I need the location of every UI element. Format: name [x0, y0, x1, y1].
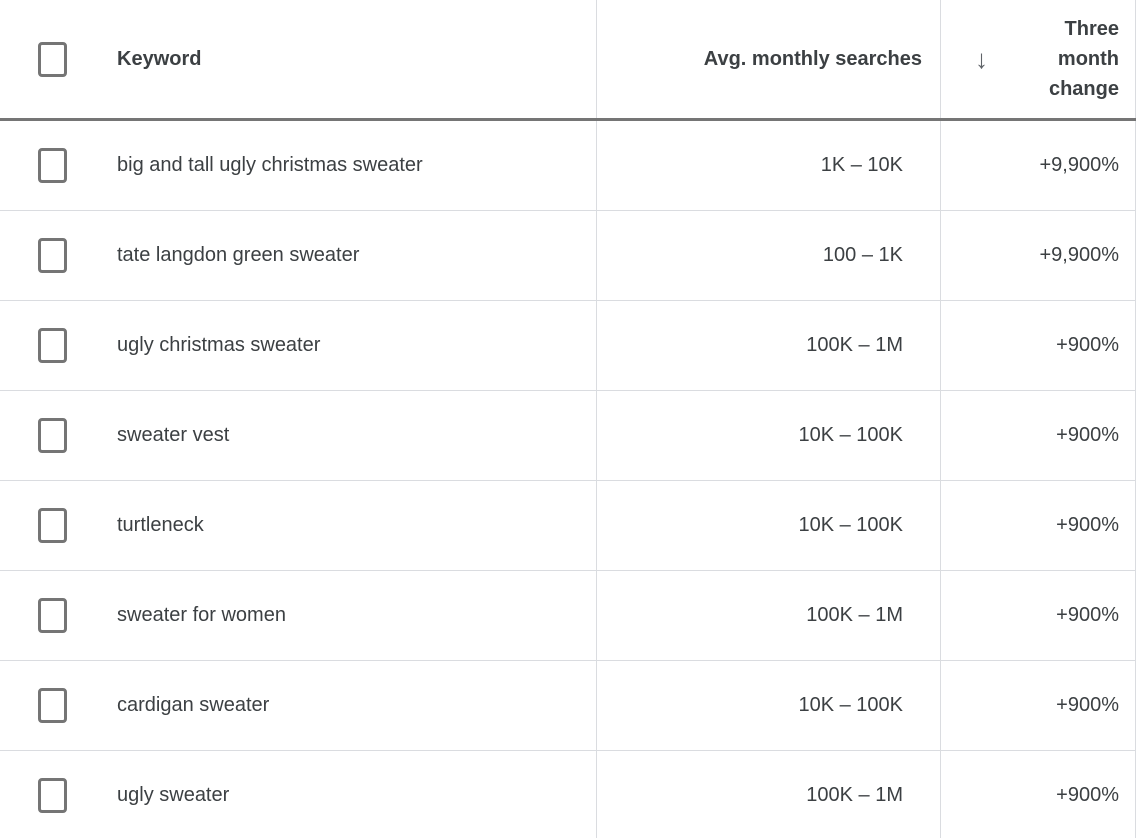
three-month-change-value: +900% [941, 661, 1136, 750]
keyword-text: tate langdon green sweater [117, 244, 360, 266]
avg-monthly-searches-value: 100K – 1M [597, 571, 941, 660]
keyword-text: turtleneck [117, 514, 204, 536]
three-month-change-value: +900% [941, 751, 1136, 838]
keyword-cell: big and tall ugly christmas sweater [0, 121, 597, 210]
three-month-change-value: +9,900% [941, 121, 1136, 210]
keyword-text: sweater for women [117, 604, 286, 626]
keyword-cell: ugly christmas sweater [0, 301, 597, 390]
table-body: big and tall ugly christmas sweater 1K –… [0, 121, 1138, 838]
three-month-change-value: +9,900% [941, 211, 1136, 300]
keyword-text: big and tall ugly christmas sweater [117, 154, 423, 176]
keyword-cell: cardigan sweater [0, 661, 597, 750]
table-header-row: Keyword Avg. monthly searches ↓ Three mo… [0, 0, 1136, 121]
table-row: sweater vest 10K – 100K +900% [0, 391, 1136, 481]
three-month-change-value: +900% [941, 391, 1136, 480]
row-checkbox[interactable] [38, 328, 67, 363]
avg-monthly-searches-value: 1K – 10K [597, 121, 941, 210]
three-month-change-column-header[interactable]: Three month change [1048, 18, 1119, 100]
table-row: sweater for women 100K – 1M +900% [0, 571, 1136, 661]
keyword-text: ugly christmas sweater [117, 334, 321, 356]
row-checkbox[interactable] [38, 238, 67, 273]
three-month-change-value: +900% [941, 301, 1136, 390]
header-cell-keyword: Keyword [0, 0, 597, 118]
sort-descending-arrow-icon[interactable]: ↓ [975, 44, 988, 74]
select-all-checkbox[interactable] [38, 41, 67, 77]
keyword-column-header[interactable]: Keyword [117, 47, 202, 70]
keyword-cell: sweater vest [0, 391, 597, 480]
keyword-cell: tate langdon green sweater [0, 211, 597, 300]
keyword-cell: turtleneck [0, 481, 597, 570]
avg-monthly-searches-value: 10K – 100K [597, 661, 941, 750]
keyword-cell: ugly sweater [0, 751, 597, 838]
header-cell-three-month-change: ↓ Three month change [941, 0, 1136, 118]
row-checkbox[interactable] [38, 148, 67, 183]
three-month-change-value: +900% [941, 571, 1136, 660]
three-month-change-value: +900% [941, 481, 1136, 570]
table-row: ugly christmas sweater 100K – 1M +900% [0, 301, 1136, 391]
avg-monthly-searches-column-header[interactable]: Avg. monthly searches [703, 47, 922, 70]
row-checkbox[interactable] [38, 598, 67, 633]
avg-monthly-searches-value: 10K – 100K [597, 391, 941, 480]
keyword-text: ugly sweater [117, 784, 230, 806]
row-checkbox[interactable] [38, 508, 67, 543]
table-row: turtleneck 10K – 100K +900% [0, 481, 1136, 571]
avg-monthly-searches-value: 100K – 1M [597, 301, 941, 390]
row-checkbox[interactable] [38, 688, 67, 723]
table-row: ugly sweater 100K – 1M +900% [0, 751, 1136, 838]
table-row: tate langdon green sweater 100 – 1K +9,9… [0, 211, 1136, 301]
keyword-text: cardigan sweater [117, 694, 270, 716]
row-checkbox[interactable] [38, 778, 67, 813]
avg-monthly-searches-value: 10K – 100K [597, 481, 941, 570]
table-row: cardigan sweater 10K – 100K +900% [0, 661, 1136, 751]
keyword-cell: sweater for women [0, 571, 597, 660]
keyword-text: sweater vest [117, 424, 230, 446]
row-checkbox[interactable] [38, 418, 67, 453]
header-cell-avg-monthly-searches: Avg. monthly searches [597, 0, 941, 118]
avg-monthly-searches-value: 100 – 1K [597, 211, 941, 300]
avg-monthly-searches-value: 100K – 1M [597, 751, 941, 838]
table-row: big and tall ugly christmas sweater 1K –… [0, 121, 1136, 211]
